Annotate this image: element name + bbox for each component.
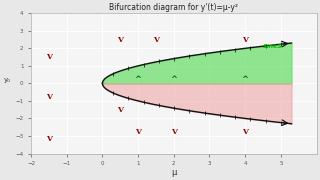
Text: ^: ^: [170, 75, 177, 84]
Text: ^: ^: [242, 75, 249, 84]
X-axis label: μ: μ: [171, 168, 176, 177]
Text: V: V: [117, 106, 123, 114]
Text: V: V: [153, 35, 159, 44]
Text: V: V: [242, 129, 248, 136]
Text: V: V: [135, 129, 141, 136]
Text: V: V: [117, 35, 123, 44]
Text: V: V: [46, 136, 52, 143]
Title: Bifurcation diagram for y'(t)=μ-y²: Bifurcation diagram for y'(t)=μ-y²: [109, 3, 238, 12]
Text: V: V: [171, 129, 177, 136]
Text: SinkS: SinkS: [263, 44, 283, 49]
Text: V: V: [242, 35, 248, 44]
Text: ^: ^: [135, 75, 141, 84]
Text: V: V: [46, 93, 52, 101]
Y-axis label: y₀: y₀: [4, 77, 10, 83]
Text: V: V: [46, 53, 52, 61]
